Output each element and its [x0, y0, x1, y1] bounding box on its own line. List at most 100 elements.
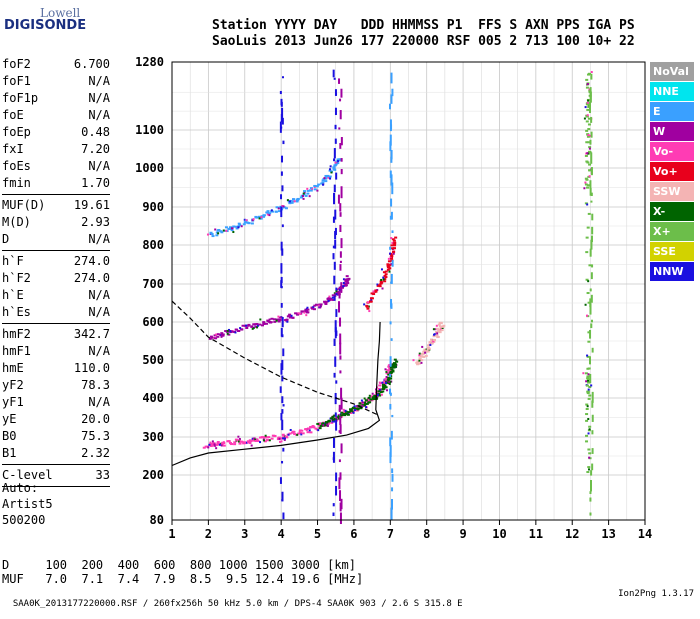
interference-streak [590, 470, 593, 476]
trace-point-w [269, 321, 273, 324]
trace-point-w [295, 312, 299, 315]
trace-point-e [262, 214, 266, 217]
trace-point-voplus [380, 281, 384, 284]
trace-point-ssw [416, 360, 420, 363]
trace-point-w [323, 300, 327, 303]
interference-streak [591, 430, 594, 435]
trace-point [361, 401, 364, 404]
interference-streak [590, 192, 593, 197]
trace-point-e [238, 223, 242, 226]
trace-point [282, 205, 285, 208]
trace-point [251, 437, 254, 440]
trace-point-voplus [392, 239, 396, 242]
trace-point [329, 165, 332, 168]
x-tick-label: 6 [350, 527, 357, 541]
trace-point-xminus [334, 418, 338, 421]
param-row: foEs N/A [2, 158, 110, 175]
trace-point-xplus [588, 163, 592, 166]
trace-point [323, 422, 326, 425]
trace-point [354, 409, 357, 412]
trace-point-xplus [585, 403, 589, 406]
trace-point-xplus [584, 177, 588, 180]
interference-streak [339, 342, 342, 355]
trace-point-e [268, 212, 272, 215]
param-value: 78.3 [81, 378, 110, 392]
trace-point-xplus [584, 154, 588, 157]
trace-point-e [306, 192, 310, 195]
trace-point [380, 393, 383, 396]
trace-point-vominus [379, 381, 383, 384]
interference-streak [332, 245, 335, 249]
trace-point [253, 437, 256, 440]
trace-point-w [270, 317, 274, 320]
trace-point [220, 444, 223, 447]
trace-point-e [223, 229, 227, 232]
interference-streak [591, 347, 594, 353]
interference-streak [590, 272, 593, 280]
trace-point-e [309, 189, 313, 192]
trace-point [367, 305, 370, 308]
trace-point-w [310, 306, 314, 309]
trace-point [218, 443, 221, 446]
trace-point-xplus [587, 340, 591, 343]
trace-point-voplus [382, 271, 386, 274]
trace-point [301, 195, 304, 198]
trace-point-w [288, 313, 292, 316]
trace-point-w [344, 279, 348, 282]
trace-point [368, 394, 371, 397]
trace-point-xminus [346, 413, 350, 416]
trace-point-xplus [586, 378, 590, 381]
interference-streak [589, 512, 592, 516]
trace-point [322, 183, 325, 186]
param-value: 19.61 [73, 198, 110, 212]
trace-point [344, 409, 347, 412]
interference-streak [591, 463, 594, 471]
trace-point [586, 101, 589, 104]
trace-point-w [291, 316, 295, 319]
interference-streak [340, 88, 343, 98]
trace-point-w [331, 294, 335, 297]
interference-streak [333, 158, 336, 162]
trace-point-e [209, 231, 213, 234]
trace-point [251, 219, 254, 222]
trace-point-voplus [384, 273, 388, 276]
trace-point [297, 312, 300, 315]
trace-point-w [279, 316, 283, 319]
trace-point-voplus [379, 282, 383, 285]
param-value: N/A [88, 305, 110, 319]
trace-point-vominus [209, 445, 213, 448]
trace-point-xminus [389, 372, 393, 375]
interference-streak [391, 498, 394, 510]
param-name: h`F2 [2, 271, 31, 285]
trace-point [587, 432, 590, 435]
param-name: B0 [2, 429, 17, 443]
trace-point-voplus [387, 260, 391, 263]
trace-point-vominus [236, 439, 240, 442]
trace-point-vominus [270, 437, 274, 440]
trace-point-e [333, 164, 337, 167]
trace-point-e [210, 233, 214, 236]
interference-streak [340, 443, 343, 454]
trace-point [288, 200, 291, 203]
interference-streak [334, 227, 337, 236]
interference-streak [390, 211, 393, 220]
trace-point [299, 312, 302, 315]
trace-point [586, 83, 589, 86]
param-row: B0 75.3 [2, 428, 110, 445]
param-row: yE 20.0 [2, 411, 110, 428]
interference-streak [334, 239, 337, 249]
trace-point [587, 380, 590, 383]
interference-streak [589, 373, 592, 384]
trace-point [328, 295, 331, 298]
interference-streak [340, 387, 343, 400]
param-name: fxI [2, 142, 24, 156]
trace-point-e [320, 182, 324, 185]
interference-streak [590, 167, 593, 176]
trace-point [270, 209, 273, 212]
trace-point [359, 406, 362, 409]
trace-point [388, 369, 391, 372]
trace-point-xplus [586, 226, 590, 229]
trace-point [331, 296, 334, 299]
trace-point-vominus [293, 433, 297, 436]
trace-point-w [250, 325, 254, 328]
